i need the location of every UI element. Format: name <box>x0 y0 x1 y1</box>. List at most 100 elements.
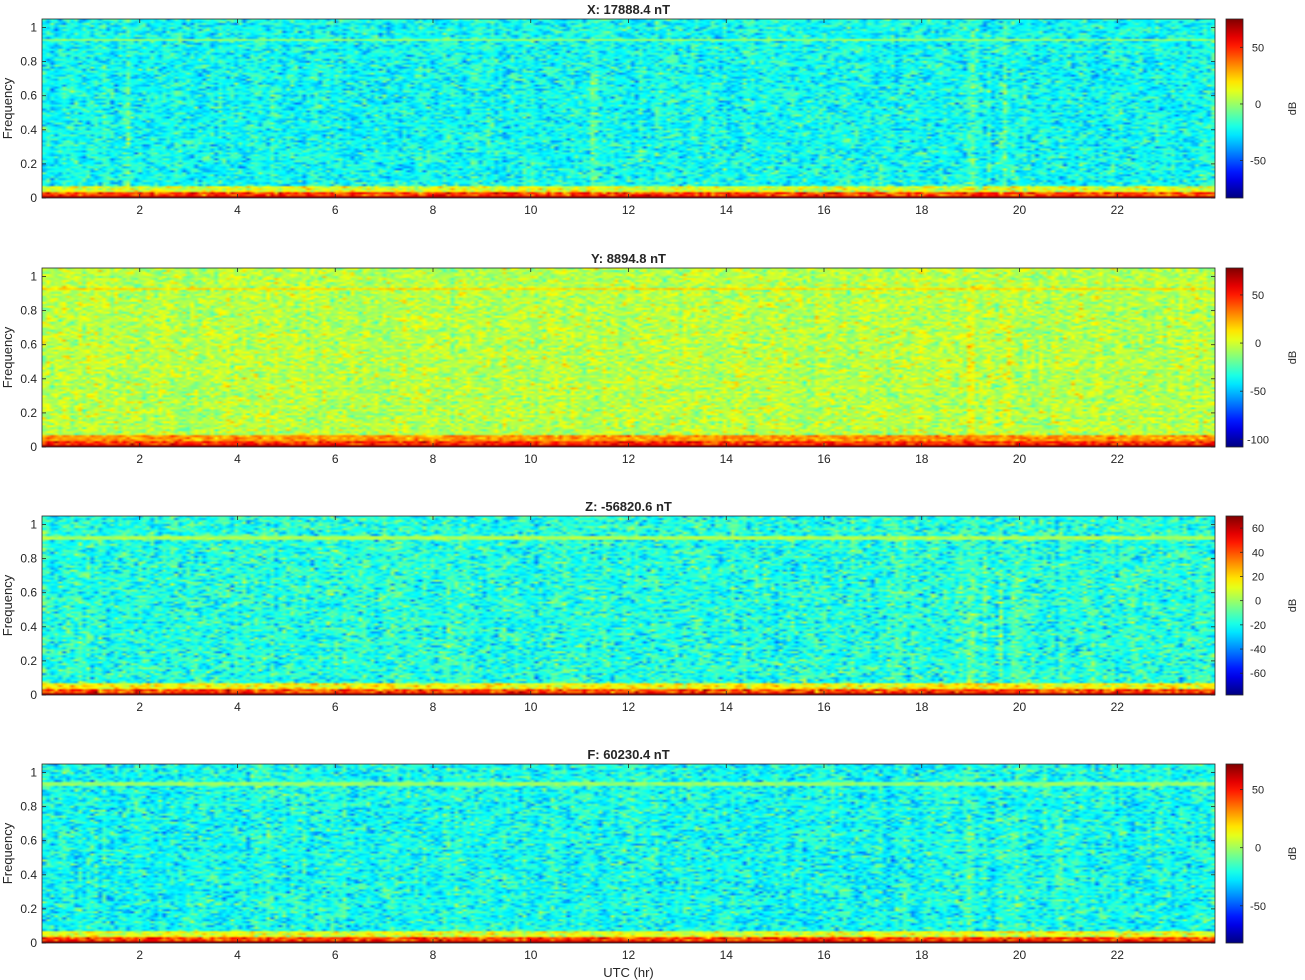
y-tick-label: 1 <box>30 21 37 35</box>
spectrogram-image <box>42 516 1215 695</box>
y-tick-label: 0.4 <box>20 620 37 634</box>
colorbar-tick-label: -40 <box>1250 644 1266 656</box>
x-tick-label: 16 <box>817 700 831 714</box>
x-tick-label: 18 <box>915 452 929 466</box>
spectrogram-panel-y: 2 4 6 8 10 12 14 16 18 20 22 0 0.2 0.4 0.6 0.8 1 Y: 8894.… <box>0 251 1299 466</box>
y-tick-label: 0.4 <box>20 372 37 386</box>
x-tick-label: 22 <box>1111 700 1125 714</box>
spectrogram-image <box>42 764 1215 943</box>
x-tick-label: 12 <box>622 700 636 714</box>
y-tick-label: 0.4 <box>20 868 37 882</box>
x-tick-label: 8 <box>430 948 437 962</box>
x-tick-label: 16 <box>817 452 831 466</box>
panel-title: X: 17888.4 nT <box>587 2 670 17</box>
y-tick-label: 0.6 <box>20 89 37 103</box>
colorbar-scale <box>1225 763 1244 944</box>
x-tick-label: 18 <box>915 948 929 962</box>
panel-title: F: 60230.4 nT <box>587 747 669 762</box>
colorbar-tick-label: 40 <box>1252 547 1264 559</box>
x-tick-label: 14 <box>720 203 734 217</box>
colorbar: -60 -40 -20 0 20 40 60 dB <box>1225 515 1299 696</box>
x-tick-label: 2 <box>136 948 143 962</box>
x-tick-label: 20 <box>1013 452 1027 466</box>
colorbar-tick-label: 20 <box>1252 571 1264 583</box>
x-tick-label: 2 <box>136 203 143 217</box>
y-tick-label: 0.8 <box>20 800 37 814</box>
x-tick-label: 4 <box>234 700 241 714</box>
x-axis-label: UTC (hr) <box>603 965 654 980</box>
x-tick-label: 14 <box>720 948 734 962</box>
colorbar-tick-label: 0 <box>1255 99 1261 111</box>
y-tick-label: 1 <box>30 270 37 284</box>
x-tick-label: 22 <box>1111 948 1125 962</box>
y-tick-label: 0.2 <box>20 902 37 916</box>
colorbar-tick-label: 50 <box>1252 42 1264 54</box>
colorbar-tick-label: -20 <box>1250 620 1266 632</box>
panel-title: Z: -56820.6 nT <box>585 499 672 514</box>
y-tick-label: 0.6 <box>20 338 37 352</box>
colorbar-tick-label: 0 <box>1255 843 1261 855</box>
y-axis-label: Frequency <box>0 77 15 139</box>
spectrogram-panel-f: 2 4 6 8 10 12 14 16 18 20 22 0 0.2 0.4 0.6 0.8 1 F: 60230… <box>0 747 1299 980</box>
colorbar-label: dB <box>1287 847 1299 860</box>
y-tick-label: 1 <box>30 518 37 532</box>
spectrogram-image <box>42 268 1215 447</box>
colorbar-tick-label: -50 <box>1250 386 1266 398</box>
y-tick-label: 0 <box>30 936 37 950</box>
x-tick-label: 10 <box>524 700 538 714</box>
x-tick-label: 14 <box>720 452 734 466</box>
x-tick-label: 20 <box>1013 948 1027 962</box>
colorbar-tick-label: 50 <box>1252 290 1264 302</box>
x-tick-label: 8 <box>430 452 437 466</box>
x-tick-label: 22 <box>1111 452 1125 466</box>
x-tick-label: 18 <box>915 203 929 217</box>
spectrogram-image <box>42 19 1215 198</box>
colorbar: -50 0 50 dB <box>1225 763 1299 944</box>
spectrogram-panel-z: 2 4 6 8 10 12 14 16 18 20 22 0 0.2 0.4 0.6 0.8 1 Z: -5682… <box>0 499 1299 714</box>
y-tick-label: 0 <box>30 191 37 205</box>
x-tick-label: 4 <box>234 948 241 962</box>
x-tick-label: 10 <box>524 948 538 962</box>
y-axis-label: Frequency <box>0 822 15 884</box>
y-tick-label: 1 <box>30 766 37 780</box>
y-tick-label: 0.6 <box>20 586 37 600</box>
colorbar-label: dB <box>1287 599 1299 612</box>
y-tick-label: 0.4 <box>20 123 37 137</box>
y-tick-label: 0.6 <box>20 834 37 848</box>
x-tick-label: 8 <box>430 203 437 217</box>
y-tick-label: 0.2 <box>20 654 37 668</box>
x-tick-label: 20 <box>1013 700 1027 714</box>
x-tick-label: 14 <box>720 700 734 714</box>
x-tick-label: 20 <box>1013 203 1027 217</box>
y-tick-label: 0 <box>30 440 37 454</box>
colorbar-scale <box>1225 267 1244 448</box>
y-tick-label: 0 <box>30 688 37 702</box>
colorbar: -100 -50 0 50 dB <box>1225 267 1299 448</box>
colorbar-tick-label: -60 <box>1250 668 1266 680</box>
spectrogram-panel-x: 2 4 6 8 10 12 14 16 18 20 22 0 0.2 0.4 0.6 0.8 1 X: 17888… <box>0 2 1299 217</box>
x-tick-label: 4 <box>234 203 241 217</box>
y-tick-label: 0.2 <box>20 406 37 420</box>
colorbar-tick-label: -100 <box>1247 434 1269 446</box>
colorbar-scale <box>1225 515 1244 696</box>
x-tick-label: 6 <box>332 452 339 466</box>
colorbar-tick-label: 60 <box>1252 523 1264 535</box>
y-tick-label: 0.8 <box>20 304 37 318</box>
x-tick-label: 10 <box>524 203 538 217</box>
colorbar-tick-label: -50 <box>1250 901 1266 913</box>
x-tick-label: 6 <box>332 700 339 714</box>
x-tick-label: 2 <box>136 452 143 466</box>
x-tick-label: 6 <box>332 948 339 962</box>
x-tick-label: 12 <box>622 203 636 217</box>
colorbar-tick-label: -50 <box>1250 156 1266 168</box>
colorbar-scale <box>1225 18 1244 199</box>
y-tick-label: 0.8 <box>20 552 37 566</box>
colorbar-tick-label: 50 <box>1252 785 1264 797</box>
x-tick-label: 22 <box>1111 203 1125 217</box>
x-tick-label: 4 <box>234 452 241 466</box>
panel-title: Y: 8894.8 nT <box>591 251 666 266</box>
colorbar-label: dB <box>1287 351 1299 364</box>
x-tick-label: 12 <box>622 452 636 466</box>
y-axis-label: Frequency <box>0 574 15 636</box>
